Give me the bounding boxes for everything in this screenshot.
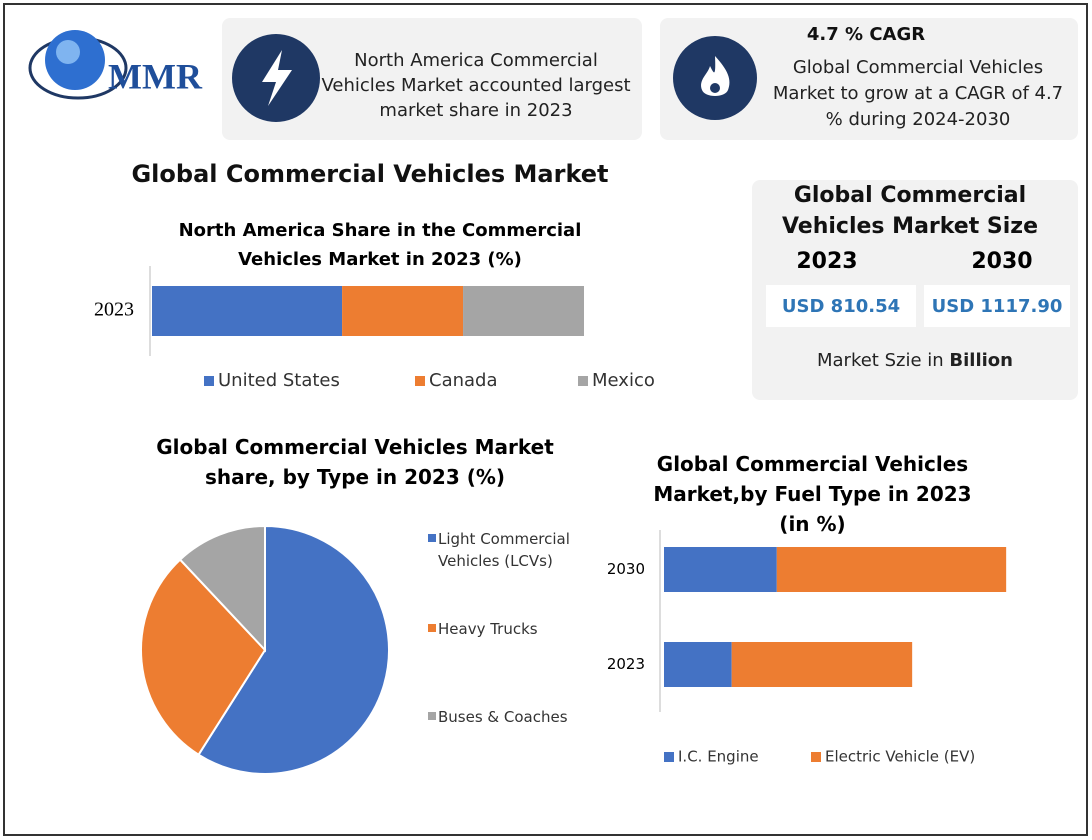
chart-title: North America Share in the Commercial Ve…: [178, 220, 582, 270]
pie-slice: [140, 558, 267, 757]
highlight-text: Global Commercial Vehicles Market to gro…: [772, 57, 1064, 130]
category-label: 2023: [94, 299, 134, 321]
chart-title: Global Commercial Vehicles Market share,…: [156, 435, 554, 489]
chart-title: Global Commercial Vehicles Market,by Fue…: [653, 452, 972, 536]
flame-icon: [701, 56, 730, 96]
legend-swatch: [578, 376, 588, 386]
size-note: Market Szie in Billion: [752, 350, 1078, 371]
category-label: 2023: [607, 655, 645, 673]
bar-segment: [664, 547, 777, 592]
legend-swatch: [428, 534, 436, 542]
size-value: USD 810.54: [781, 296, 901, 317]
size-title: Global Commercial Vehicles Market Size: [781, 183, 1039, 239]
pie-slice: [178, 524, 266, 653]
bolt-icon: [262, 50, 292, 106]
highlight-heading: 4.7 % CAGR: [806, 24, 926, 45]
legend-label: Light Commercial Vehicles (LCVs): [438, 530, 570, 570]
main-title: Global Commercial Vehicles Market: [131, 160, 609, 188]
highlight-box: [222, 18, 642, 140]
logo: MMR: [108, 56, 203, 96]
pie-slice: [197, 524, 390, 775]
note-unit: Billion: [949, 350, 1013, 371]
value-box: [924, 285, 1070, 327]
legend-swatch: [204, 376, 214, 386]
highlight-text: North America Commercial Vehicles Market…: [321, 50, 631, 121]
bar-segment: [152, 286, 343, 336]
note-text: Market Szie in: [816, 350, 944, 371]
legend-label: Heavy Trucks: [438, 620, 538, 638]
category-label: 2030: [607, 560, 645, 578]
size-year: 2030: [971, 249, 1033, 274]
legend-label: Buses & Coaches: [438, 708, 568, 726]
bar-segment: [731, 642, 913, 687]
bar-segment: [342, 286, 464, 336]
highlight-box: [660, 18, 1078, 140]
legend-label: Mexico: [592, 370, 655, 391]
legend-label: Canada: [429, 370, 498, 391]
legend-swatch: [811, 752, 821, 762]
legend-label: I.C. Engine: [678, 748, 759, 766]
frame: [3, 3, 1088, 836]
legend-swatch: [415, 376, 425, 386]
legend-swatch: [428, 624, 436, 632]
bar-segment: [664, 642, 732, 687]
value-box: [766, 285, 916, 327]
flame-core: [710, 83, 720, 93]
logo-globe-shine: [56, 40, 80, 64]
size-year: 2023: [796, 249, 858, 274]
legend-label: Electric Vehicle (EV): [825, 748, 975, 766]
legend-label: United States: [218, 370, 340, 391]
size-value: USD 1117.90: [931, 296, 1063, 317]
legend-swatch: [428, 712, 436, 720]
bar-segment: [776, 547, 1007, 592]
bar-segment: [463, 286, 584, 336]
legend-swatch: [664, 752, 674, 762]
